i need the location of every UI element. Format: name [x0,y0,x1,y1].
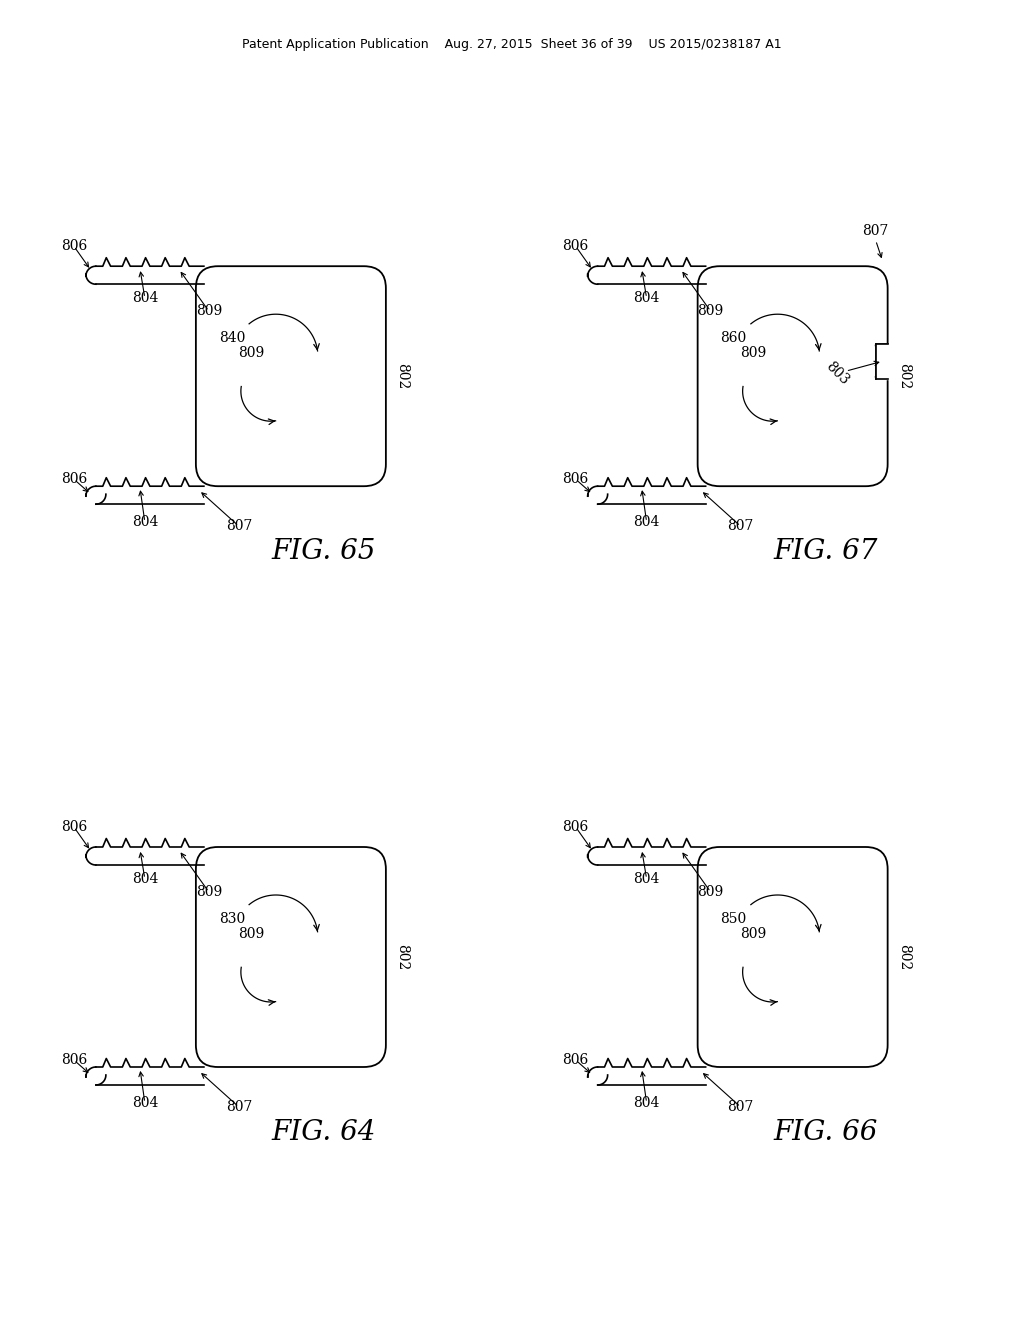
Text: FIG. 65: FIG. 65 [271,539,376,565]
Text: 806: 806 [60,820,87,834]
Text: 806: 806 [60,239,87,253]
Text: 806: 806 [562,473,589,486]
Text: 804: 804 [132,1096,158,1110]
Text: 809: 809 [196,304,222,318]
Text: 806: 806 [562,239,589,253]
Text: 840: 840 [219,331,245,345]
Text: FIG. 67: FIG. 67 [773,539,878,565]
Text: 804: 804 [634,292,659,305]
Text: 802: 802 [395,363,409,389]
Text: 806: 806 [60,473,87,486]
Text: 807: 807 [225,1100,252,1114]
Text: 809: 809 [739,927,766,941]
Text: 804: 804 [132,292,158,305]
Text: 809: 809 [196,884,222,899]
Text: 807: 807 [727,1100,754,1114]
Text: 804: 804 [132,873,158,886]
Text: 809: 809 [238,927,264,941]
Text: 804: 804 [634,1096,659,1110]
Text: 804: 804 [634,515,659,529]
Text: 860: 860 [721,331,746,345]
Text: 850: 850 [721,912,746,925]
Text: 803: 803 [823,359,852,388]
Text: Patent Application Publication    Aug. 27, 2015  Sheet 36 of 39    US 2015/02381: Patent Application Publication Aug. 27, … [243,38,781,51]
Text: 804: 804 [634,873,659,886]
Text: 802: 802 [897,944,910,970]
Text: FIG. 66: FIG. 66 [773,1119,878,1146]
Text: 806: 806 [562,820,589,834]
Text: 809: 809 [238,346,264,360]
Text: 809: 809 [697,884,724,899]
Text: 806: 806 [60,1053,87,1067]
Text: 830: 830 [219,912,245,925]
Text: 807: 807 [225,519,252,533]
Text: 802: 802 [897,363,910,389]
Text: 809: 809 [697,304,724,318]
Text: 809: 809 [739,346,766,360]
Text: 807: 807 [727,519,754,533]
Text: FIG. 64: FIG. 64 [271,1119,376,1146]
Text: 802: 802 [395,944,409,970]
Text: 804: 804 [132,515,158,529]
Text: 806: 806 [562,1053,589,1067]
Text: 807: 807 [862,224,889,238]
